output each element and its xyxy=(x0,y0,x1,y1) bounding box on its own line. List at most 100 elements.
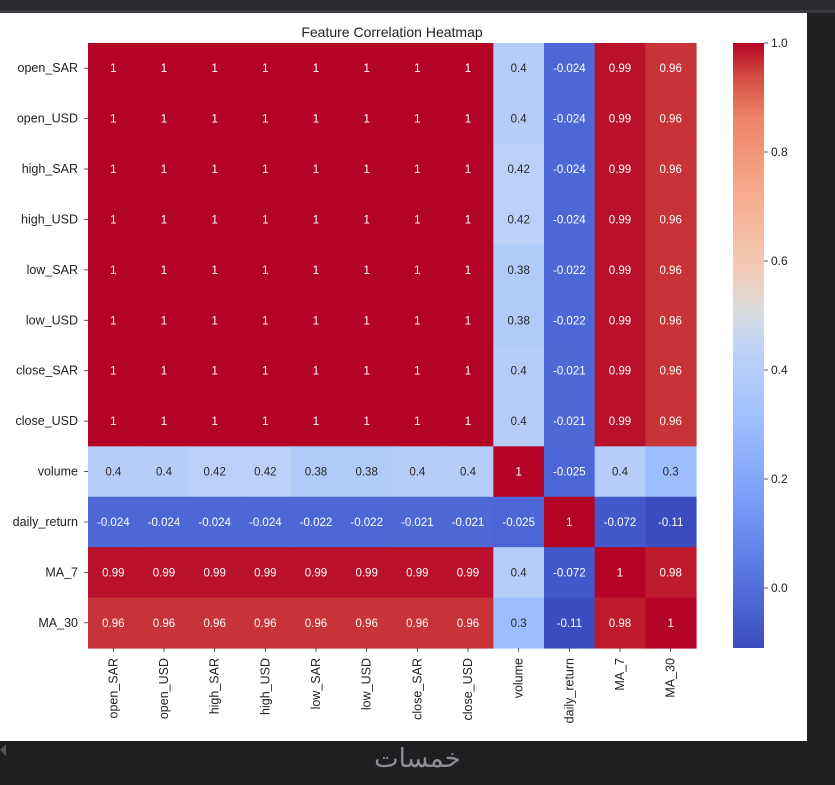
watermark-logo: خمسات xyxy=(374,744,461,774)
row-label-low_SAR: low_SAR xyxy=(27,263,78,277)
col-label-high_USD: high_USD xyxy=(258,658,272,715)
cell-annotation-MA_30-high_SAR: 0.96 xyxy=(203,618,225,630)
cell-annotation-MA_30-daily_return: -0.11 xyxy=(557,618,582,630)
cell-annotation-MA_30-close_SAR: 0.96 xyxy=(406,618,428,630)
heatmap-cell-low_USD-close_SAR xyxy=(392,295,444,347)
heatmap-cell-close_SAR-volume xyxy=(493,345,545,397)
cell-annotation-high_USD-daily_return: -0.024 xyxy=(553,214,586,226)
cell-annotation-close_SAR-low_SAR: 1 xyxy=(313,366,319,378)
heatmap-cell-MA_7-open_USD xyxy=(138,547,190,599)
heatmap-cell-open_USD-high_SAR xyxy=(189,93,241,145)
heatmap-cell-MA_30-low_SAR xyxy=(290,597,342,649)
cell-annotation-MA_30-volume: 0.3 xyxy=(511,618,527,630)
heatmap-cell-volume-volume xyxy=(493,446,545,498)
cell-annotation-MA_7-open_SAR: 0.99 xyxy=(102,567,124,579)
heatmap-cell-low_SAR-daily_return xyxy=(544,244,596,296)
cell-annotation-close_USD-MA_30: 0.96 xyxy=(659,416,681,428)
heatmap-chart: Feature Correlation Heatmap 1 1 1 1 1 1 1 1 0.4 -… xyxy=(13,24,788,723)
cell-annotation-daily_return-daily_return: 1 xyxy=(566,517,572,529)
cell-annotation-high_USD-high_SAR: 1 xyxy=(211,214,217,226)
cell-annotation-open_SAR-MA_7: 0.99 xyxy=(609,63,631,75)
heatmap-cell-close_USD-volume xyxy=(493,395,545,447)
heatmap-cell-close_USD-open_SAR xyxy=(88,395,140,447)
row-label-low_USD: low_USD xyxy=(26,313,78,327)
cell-annotation-low_USD-low_SAR: 1 xyxy=(313,315,319,327)
cell-annotation-high_USD-volume: 0.42 xyxy=(507,214,529,226)
heatmap-cell-daily_return-close_SAR xyxy=(392,496,444,548)
heatmap-cell-volume-high_USD xyxy=(240,446,292,498)
heatmap-cell-low_USD-daily_return xyxy=(544,295,596,347)
colorbar-label-0.0: 0.0 xyxy=(771,581,788,595)
cell-annotation-open_USD-MA_7: 0.99 xyxy=(609,114,631,126)
heatmap-cell-MA_7-daily_return xyxy=(544,547,596,599)
heatmap-cell-MA_30-close_USD xyxy=(442,597,494,649)
heatmap-cell-daily_return-close_USD xyxy=(442,496,494,548)
col-label-MA_7: MA_7 xyxy=(613,658,627,691)
cell-annotation-close_USD-close_SAR: 1 xyxy=(414,416,420,428)
heatmap-cell-open_USD-high_USD xyxy=(240,93,292,145)
heatmap-cell-low_SAR-MA_30 xyxy=(645,244,697,296)
cell-annotation-open_USD-low_SAR: 1 xyxy=(313,114,319,126)
heatmap-cell-close_SAR-close_SAR xyxy=(392,345,444,397)
cell-annotation-open_SAR-high_SAR: 1 xyxy=(211,63,217,75)
cell-annotation-low_USD-MA_7: 0.99 xyxy=(609,315,631,327)
cell-annotation-low_SAR-high_SAR: 1 xyxy=(211,265,217,277)
cell-annotation-daily_return-volume: -0.025 xyxy=(502,517,535,529)
heatmap-cell-daily_return-high_USD xyxy=(240,496,292,548)
cell-annotation-daily_return-low_USD: -0.022 xyxy=(350,517,383,529)
heatmap-cell-daily_return-volume xyxy=(493,496,545,548)
cell-annotation-high_USD-low_SAR: 1 xyxy=(313,214,319,226)
heatmap-cell-MA_7-low_USD xyxy=(341,547,393,599)
heatmap-cell-close_SAR-open_SAR xyxy=(88,345,140,397)
cell-annotation-open_SAR-close_SAR: 1 xyxy=(414,63,420,75)
heatmap-cell-high_SAR-low_SAR xyxy=(290,143,342,195)
cell-annotation-low_USD-open_USD: 1 xyxy=(161,315,167,327)
col-label-high_SAR: high_SAR xyxy=(208,658,222,714)
cell-annotation-volume-open_USD: 0.4 xyxy=(156,467,173,479)
heatmap-cell-low_SAR-volume xyxy=(493,244,545,296)
heatmap-cell-high_SAR-close_SAR xyxy=(392,143,444,195)
cell-annotation-close_USD-volume: 0.4 xyxy=(511,416,528,428)
cell-annotation-MA_30-MA_7: 0.98 xyxy=(609,618,631,630)
heatmap-cell-open_SAR-close_SAR xyxy=(392,43,444,95)
heatmap-cell-close_USD-close_USD xyxy=(442,395,494,447)
cell-annotation-high_SAR-close_SAR: 1 xyxy=(414,164,420,176)
heatmap-cell-MA_30-high_SAR xyxy=(189,597,241,649)
cell-annotation-low_SAR-MA_7: 0.99 xyxy=(609,265,631,277)
heatmap-cell-open_USD-open_SAR xyxy=(88,93,140,145)
heatmap-cell-high_USD-close_SAR xyxy=(392,194,444,246)
heatmap-cell-low_USD-low_SAR xyxy=(290,295,342,347)
cell-annotation-close_SAR-close_USD: 1 xyxy=(465,366,471,378)
cell-annotation-daily_return-close_SAR: -0.021 xyxy=(401,517,434,529)
heatmap-cell-high_SAR-high_SAR xyxy=(189,143,241,195)
heatmap-cell-open_USD-MA_7 xyxy=(594,93,646,145)
cell-annotation-daily_return-open_SAR: -0.024 xyxy=(97,517,130,529)
cell-annotation-low_USD-close_SAR: 1 xyxy=(414,315,420,327)
cell-annotation-open_SAR-open_USD: 1 xyxy=(161,63,167,75)
heatmap-cell-high_USD-close_USD xyxy=(442,194,494,246)
heatmap-cell-MA_7-low_SAR xyxy=(290,547,342,599)
chart-title: Feature Correlation Heatmap xyxy=(301,24,483,40)
resize-handle-icon[interactable] xyxy=(0,744,6,756)
heatmap-cell-volume-daily_return xyxy=(544,446,596,498)
cell-annotation-open_USD-open_SAR: 1 xyxy=(110,114,116,126)
cell-annotation-high_SAR-MA_30: 0.96 xyxy=(659,164,681,176)
cell-annotation-close_SAR-low_USD: 1 xyxy=(363,366,369,378)
heatmap-cell-close_SAR-high_USD xyxy=(240,345,292,397)
heatmap-cell-low_SAR-close_SAR xyxy=(392,244,444,296)
heatmap-cell-high_USD-high_SAR xyxy=(189,194,241,246)
heatmap-cell-close_SAR-low_SAR xyxy=(290,345,342,397)
heatmap-cell-low_USD-open_USD xyxy=(138,295,190,347)
row-label-MA_30: MA_30 xyxy=(38,616,78,630)
heatmap-cell-MA_7-MA_7 xyxy=(594,547,646,599)
cell-annotation-low_USD-MA_30: 0.96 xyxy=(659,315,681,327)
col-label-daily_return: daily_return xyxy=(562,658,576,723)
heatmap-cell-close_USD-MA_30 xyxy=(645,395,697,447)
heatmap-cell-open_SAR-open_SAR xyxy=(88,43,140,95)
heatmap-cell-low_USD-low_USD xyxy=(341,295,393,347)
heatmap-cell-close_USD-low_SAR xyxy=(290,395,342,447)
cell-annotation-open_SAR-low_SAR: 1 xyxy=(313,63,319,75)
col-label-open_SAR: open_SAR xyxy=(106,658,120,718)
heatmap-cell-MA_30-MA_30 xyxy=(645,597,697,649)
